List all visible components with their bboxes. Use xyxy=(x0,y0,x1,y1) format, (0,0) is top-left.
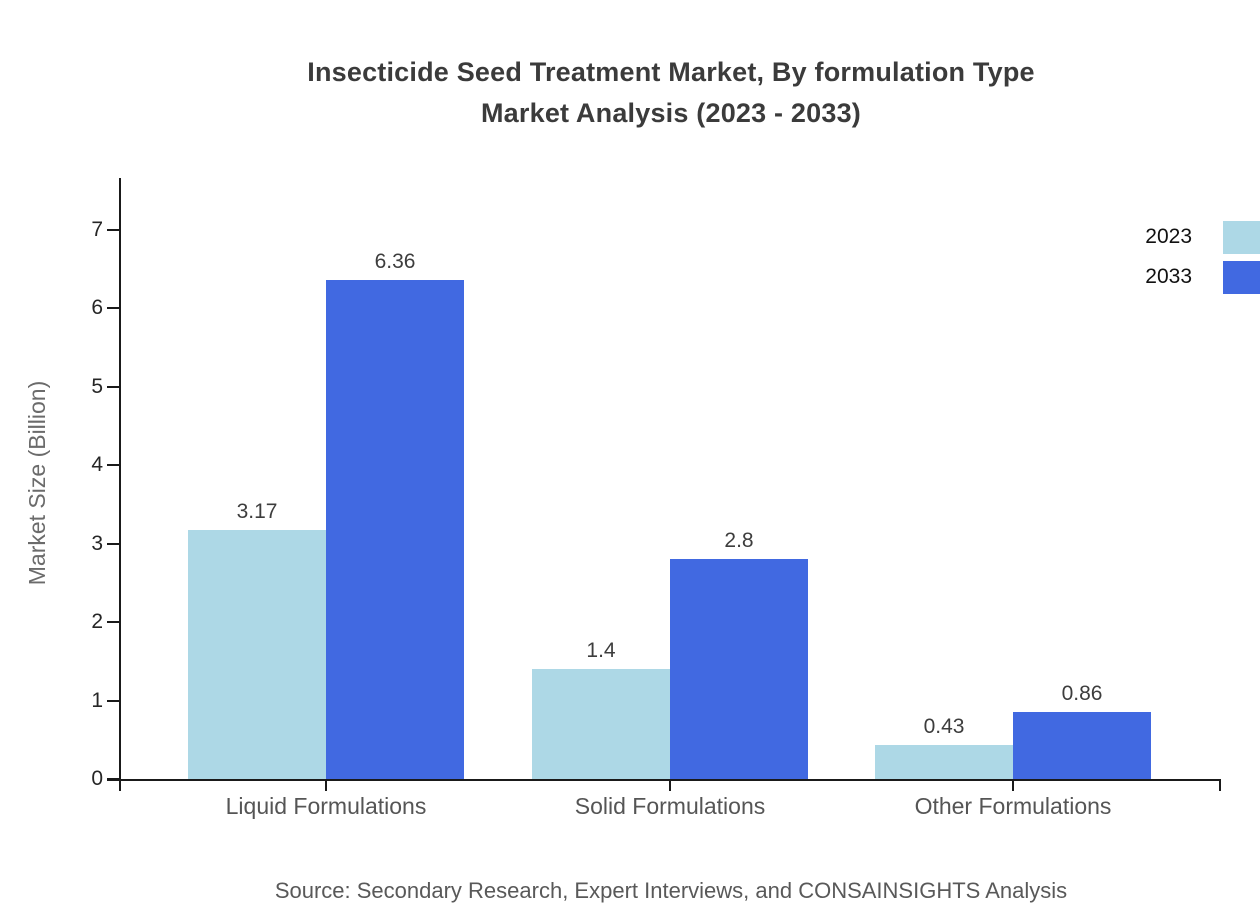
x-tick-mark xyxy=(669,781,671,791)
bar-value-label-2033-other-formulations: 0.86 xyxy=(1061,681,1103,705)
y-tick-label: 4 xyxy=(91,453,103,477)
y-tick-mark xyxy=(107,699,119,702)
source-note: Source: Secondary Research, Expert Inter… xyxy=(274,878,1068,903)
y-tick-mark xyxy=(107,778,119,780)
legend-swatch-2023 xyxy=(1223,220,1260,254)
y-tick-mark xyxy=(107,229,119,231)
bar-2033-other-formulations xyxy=(1013,711,1151,779)
y-tick-label: 7 xyxy=(91,218,103,241)
legend-item-2033: 2033 xyxy=(1145,260,1260,294)
bar-2033-solid-formulations xyxy=(670,559,808,779)
bar-value-label-2023-other-formulations: 0.43 xyxy=(923,715,965,739)
chart-title-line2: Market Analysis (2023 - 2033) xyxy=(480,98,861,128)
y-tick-mark xyxy=(107,621,119,624)
x-category-label-solid-formulations: Solid Formulations xyxy=(574,793,766,819)
legend-swatch-2033 xyxy=(1223,260,1260,294)
legend-item-2023: 2023 xyxy=(1145,220,1260,254)
chart-title: Insecticide Seed Treatment Market, By fo… xyxy=(121,52,1221,134)
legend-label-2033: 2033 xyxy=(1145,265,1192,288)
y-tick-label: 0 xyxy=(91,767,103,790)
bar-2023-solid-formulations xyxy=(532,669,670,779)
y-tick-label: 5 xyxy=(91,374,103,398)
chart-title-line1: Insecticide Seed Treatment Market, By fo… xyxy=(307,57,1035,87)
bar-value-label-2023-liquid-formulations: 3.17 xyxy=(236,500,278,524)
x-tick-mark xyxy=(325,781,327,791)
bar-2023-liquid-formulations xyxy=(188,530,326,779)
y-tick-mark xyxy=(107,542,119,545)
y-tick-label: 2 xyxy=(91,610,103,634)
y-tick-mark xyxy=(107,385,119,388)
x-axis-end-tick xyxy=(1219,781,1221,791)
y-axis-line xyxy=(119,178,121,791)
x-axis-line xyxy=(107,779,1221,781)
x-category-label-liquid-formulations: Liquid Formulations xyxy=(225,793,427,819)
bar-2033-liquid-formulations xyxy=(326,280,464,779)
bar-value-label-2033-liquid-formulations: 6.36 xyxy=(374,250,416,274)
y-tick-label: 1 xyxy=(91,688,103,712)
y-tick-mark xyxy=(107,464,119,467)
legend-label-2023: 2023 xyxy=(1145,225,1192,248)
bar-value-label-2033-solid-formulations: 2.8 xyxy=(724,529,754,553)
y-tick-mark xyxy=(107,307,119,310)
y-tick-label: 3 xyxy=(91,531,103,555)
y-tick-label: 6 xyxy=(91,296,103,320)
x-tick-mark xyxy=(1012,781,1014,791)
y-axis-title: Market Size (Billion) xyxy=(24,380,50,586)
bar-value-label-2023-solid-formulations: 1.4 xyxy=(586,639,616,663)
bar-2023-other-formulations xyxy=(875,745,1013,779)
x-category-label-other-formulations: Other Formulations xyxy=(914,793,1112,819)
